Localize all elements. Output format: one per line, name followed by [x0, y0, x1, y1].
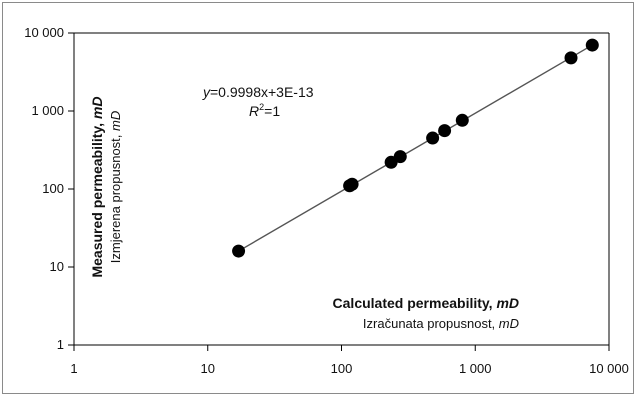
y-axis-sublabel: Izmjerena propusnost, mD [108, 111, 123, 263]
r2-value: =1 [264, 103, 280, 119]
chart-frame [2, 2, 634, 394]
trendline [238, 44, 593, 252]
x-tick-label: 10 000 [589, 361, 629, 376]
y-axis-label-text: Measured permeability, [89, 119, 105, 277]
data-point [393, 150, 407, 164]
y-tick-label: 1 [57, 337, 64, 352]
x-tick-label: 1 000 [459, 361, 492, 376]
x-axis-sublabel-text: Izračunata propusnost, [363, 316, 499, 331]
regression-equation: y=0.9998x+3E-13 [202, 84, 314, 100]
x-tick-label: 1 [70, 361, 77, 376]
y-tick-label: 1 000 [31, 103, 64, 118]
equation-rhs: =0.9998x+3E-13 [210, 84, 314, 100]
y-axis-sublabel-text: Izmjerena propusnost, [108, 131, 123, 263]
r2-symbol: R [249, 103, 259, 119]
equation-lhs: y [202, 84, 211, 100]
data-point [426, 131, 440, 145]
y-axis-sublabel-unit: mD [108, 111, 123, 131]
data-point [455, 113, 469, 127]
data-point [232, 244, 246, 258]
trendline-group [238, 44, 593, 252]
x-axis-sublabel-unit: mD [499, 316, 519, 331]
ticks [68, 32, 610, 351]
r-squared: R2=1 [249, 102, 280, 119]
y-axis-label: Measured permeability, mD [89, 96, 105, 277]
y-tick-label: 10 [50, 259, 64, 274]
x-tick-label: 100 [331, 361, 353, 376]
data-point [345, 177, 359, 191]
data-points [232, 38, 599, 258]
x-axis-label-unit: mD [496, 295, 519, 311]
r2-exponent: 2 [259, 102, 264, 112]
data-point [585, 38, 599, 52]
data-point [438, 124, 452, 138]
x-axis-label: Calculated permeability, mD [333, 295, 519, 311]
y-axis-label-unit: mD [89, 96, 105, 119]
tick-labels: 1 10 100 1 000 10 000 1 10 100 1 000 10 000 [24, 25, 629, 376]
y-tick-label: 100 [42, 181, 64, 196]
data-point [564, 51, 578, 65]
x-tick-label: 10 [201, 361, 215, 376]
y-tick-label: 10 000 [24, 25, 64, 40]
x-axis-label-text: Calculated permeability, [333, 295, 497, 311]
x-axis-sublabel: Izračunata propusnost, mD [363, 316, 519, 331]
